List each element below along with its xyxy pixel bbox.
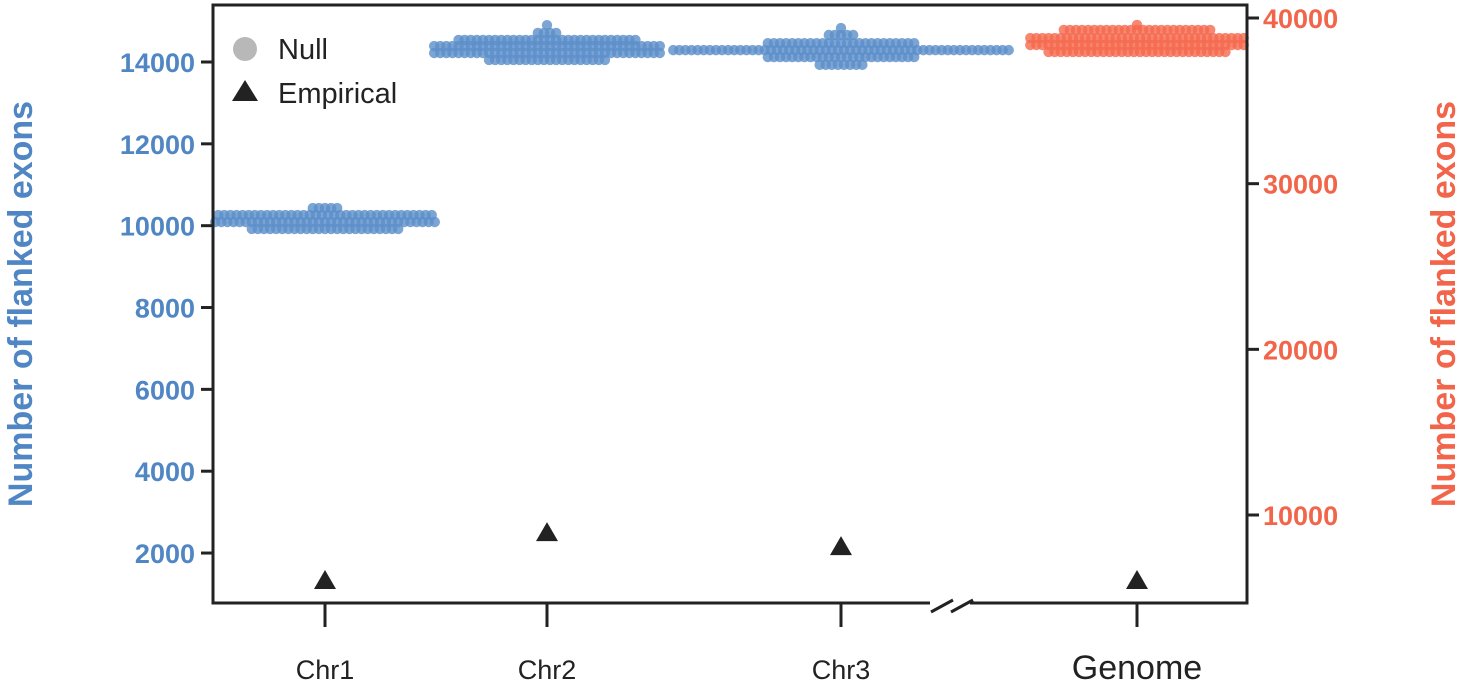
legend-null-label: Null [278, 34, 328, 66]
right-tick-label: 30000 [1263, 170, 1338, 200]
left-tick-label: 12000 [120, 130, 195, 160]
right-tick-label: 20000 [1263, 335, 1338, 365]
empirical-point-genome [1126, 569, 1148, 589]
right-tick-label: 40000 [1263, 4, 1338, 34]
null-point [848, 29, 859, 41]
null-point [1205, 24, 1216, 36]
null-point [393, 223, 404, 235]
axis-break-icon [930, 598, 974, 614]
null-point [1003, 44, 1014, 56]
x-tick-label-chr2: Chr2 [518, 655, 577, 685]
left-tick-label: 10000 [120, 212, 195, 242]
null-point [599, 54, 611, 66]
x-tick-label-chr1: Chr1 [296, 655, 355, 685]
legend-null-marker [233, 37, 257, 61]
swarm-genome [1025, 19, 1249, 58]
empirical-point-chr1 [314, 570, 336, 590]
null-point [654, 47, 666, 59]
legend: Null Empirical [232, 34, 397, 110]
left-axis: 2000 4000 6000 8000 10000 12000 14000 [120, 48, 213, 569]
swarm-chr1 [210, 202, 440, 235]
empirical-point-chr3 [830, 536, 852, 556]
left-tick-label: 4000 [135, 457, 195, 487]
empirical-markers [314, 522, 1148, 590]
left-tick-label: 14000 [120, 48, 195, 78]
left-tick-label: 2000 [135, 539, 195, 569]
null-point [429, 216, 440, 228]
null-point [857, 59, 868, 71]
x-axis: Chr1 Chr2 Chr3 Genome [296, 603, 1202, 687]
right-axis: 10000 20000 30000 40000 [1247, 4, 1338, 531]
empirical-point-chr2 [536, 522, 558, 542]
legend-empirical-marker [232, 80, 258, 101]
null-swarms [210, 19, 1249, 235]
null-point [909, 51, 920, 63]
right-tick-label: 10000 [1263, 501, 1338, 531]
legend-empirical-label: Empirical [278, 78, 397, 110]
left-axis-label: Number of flanked exons [2, 101, 40, 507]
left-tick-label: 6000 [135, 375, 195, 405]
x-tick-label-chr3: Chr3 [812, 655, 871, 685]
x-tick-label-genome: Genome [1072, 649, 1202, 687]
left-tick-label: 8000 [135, 294, 195, 324]
swarm-chr2 [428, 19, 666, 66]
null-point [1220, 46, 1231, 58]
swarm-chr3 [668, 22, 1014, 71]
plot-frame [211, 3, 1249, 605]
right-axis-label: Number of flanked exons [1425, 101, 1463, 507]
